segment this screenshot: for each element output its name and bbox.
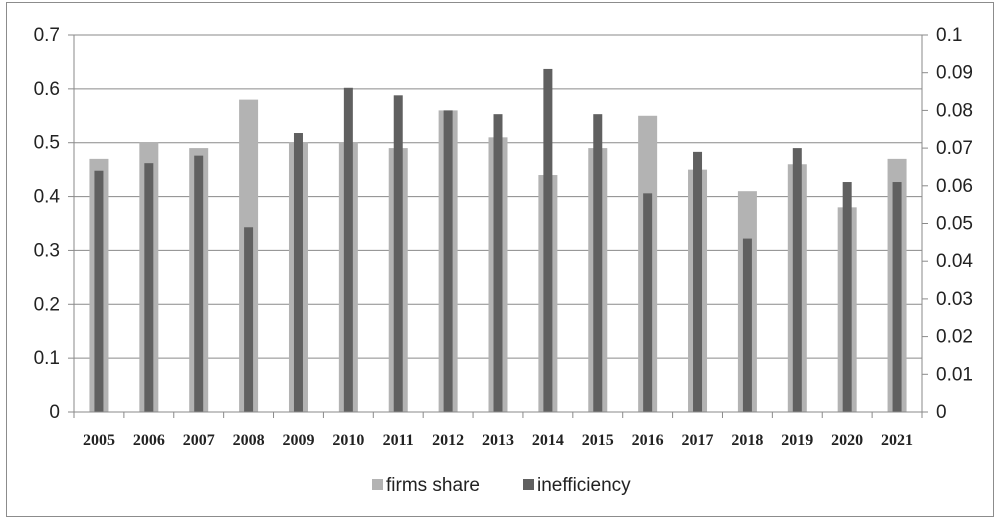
- bar-inefficiency: [393, 95, 403, 412]
- x-tick-label: 2015: [582, 432, 614, 449]
- x-tick-label: 2020: [831, 432, 863, 449]
- bar-inefficiency: [543, 68, 553, 413]
- right-tick-label: 0.1: [936, 25, 962, 46]
- x-tick-label: 2011: [383, 432, 414, 449]
- right-tick-label: 0.02: [936, 327, 973, 348]
- chart-frame: 0 0.1 0.2 0.3 0.4 0.5 0.6 0.7 0 0.01 0.02 0.03 0.04…: [6, 2, 994, 517]
- bar-inefficiency: [742, 238, 752, 412]
- right-axis-ticks: 0 0.01 0.02 0.03 0.04 0.05 0.06 0.07 0.08 0.09 0.1: [936, 25, 973, 423]
- left-tick-label: 0.4: [34, 187, 61, 208]
- bar-inefficiency: [643, 193, 653, 412]
- x-tick-label: 2008: [233, 432, 265, 449]
- category-labels: 2005 2006 2007 2008 2009 2010 2011 2012 2013 2014…: [83, 432, 913, 449]
- x-tick-label: 2005: [83, 432, 115, 449]
- bar-inefficiency: [244, 227, 254, 412]
- left-tick-label: 0.2: [34, 294, 60, 315]
- legend-inefficiency-label: inefficiency: [537, 475, 631, 496]
- bar-inefficiency: [493, 114, 503, 413]
- bar-inefficiency: [892, 182, 902, 412]
- x-tick-label: 2016: [632, 432, 664, 449]
- right-tick-label: 0: [936, 402, 947, 423]
- bar-inefficiency: [343, 87, 353, 412]
- x-tick-label: 2012: [432, 432, 464, 449]
- right-tick-label: 0.04: [936, 251, 973, 272]
- x-tick-label: 2009: [282, 432, 314, 449]
- x-tick-label: 2019: [781, 432, 813, 449]
- legend-inefficiency-swatch: [523, 479, 534, 490]
- left-tick-label: 0.7: [34, 25, 60, 46]
- bar-inefficiency: [593, 114, 603, 413]
- right-tick-label: 0.08: [936, 100, 973, 121]
- legend-firms-share-label: firms share: [386, 475, 480, 496]
- x-tick-label: 2017: [682, 432, 714, 449]
- x-tick-label: 2014: [532, 432, 564, 449]
- left-tick-label: 0.3: [34, 240, 60, 261]
- x-tick-label: 2007: [183, 432, 215, 449]
- right-tick-label: 0.03: [936, 289, 973, 310]
- bar-inefficiency: [792, 148, 802, 412]
- left-tick-label: 0.6: [34, 79, 60, 100]
- legend-firms-share-swatch: [372, 479, 383, 490]
- legend: firms share inefficiency: [372, 475, 631, 496]
- bar-inefficiency: [693, 151, 703, 412]
- bars: [89, 68, 907, 413]
- x-tick-label: 2010: [332, 432, 364, 449]
- bar-chart: 0 0.1 0.2 0.3 0.4 0.5 0.6 0.7 0 0.01 0.02 0.03 0.04…: [34, 25, 974, 496]
- right-tick-label: 0.01: [936, 364, 973, 385]
- right-tick-label: 0.06: [936, 176, 973, 197]
- bar-inefficiency: [194, 155, 204, 412]
- axes: [68, 34, 928, 418]
- left-tick-label: 0: [49, 402, 60, 423]
- x-tick-label: 2021: [881, 432, 913, 449]
- bar-inefficiency: [293, 133, 303, 412]
- right-tick-label: 0.09: [936, 63, 973, 84]
- right-tick-label: 0.05: [936, 214, 973, 235]
- left-tick-label: 0.5: [34, 133, 60, 154]
- left-tick-label: 0.1: [34, 348, 60, 369]
- x-tick-label: 2013: [482, 432, 514, 449]
- right-tick-label: 0.07: [936, 138, 973, 159]
- bar-inefficiency: [443, 110, 453, 413]
- x-tick-label: 2018: [731, 432, 763, 449]
- x-tick-label: 2006: [133, 432, 165, 449]
- bar-inefficiency: [144, 163, 154, 412]
- left-axis-ticks: 0 0.1 0.2 0.3 0.4 0.5 0.6 0.7: [34, 25, 61, 423]
- bar-inefficiency: [842, 182, 852, 412]
- bar-inefficiency: [94, 170, 104, 412]
